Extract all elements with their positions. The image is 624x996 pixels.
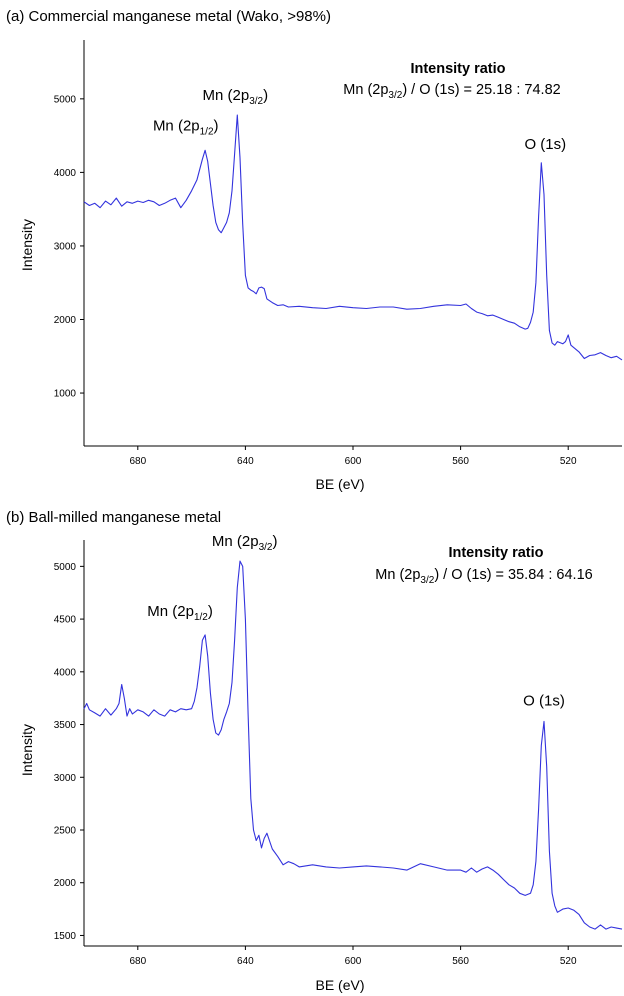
panel-a-x-tick-label: 520 — [560, 456, 577, 467]
panel-b-title: (b) Ball-milled manganese metal — [6, 509, 221, 526]
panel-b-y-tick-label: 1500 — [54, 931, 77, 942]
panel-b-x-tick-label: 520 — [560, 956, 577, 967]
panel-b-y-tick-label: 2500 — [54, 826, 77, 837]
panel-b-y-axis-label: Intensity — [19, 724, 35, 776]
panel-b-x-tick-label: 600 — [345, 956, 362, 967]
panel-a-peak-label: Mn (2p3/2) — [203, 87, 269, 107]
panel-a-x-tick-label: 560 — [452, 456, 469, 467]
panel-b-plot: 1500 2000 2500 3000 3500 4000 4500 5000 680 640 60… — [54, 533, 623, 967]
panel-a-x-tick-label: 600 — [345, 456, 362, 467]
panel-a-spectrum-line — [83, 114, 623, 361]
panel-a-y-tick-label: 2000 — [54, 315, 77, 326]
panel-b-x-axis-label: BE (eV) — [315, 977, 364, 993]
panel-a-y-tick-label: 3000 — [54, 241, 77, 252]
panel-a-peak-label: Mn (2p1/2) — [153, 117, 219, 137]
panel-a-title: (a) Commercial manganese metal (Wako, >9… — [6, 8, 331, 25]
panel-a-y-tick-label: 1000 — [54, 389, 77, 400]
panel-b: (b) Ball-milled manganese metal Intensit… — [6, 509, 623, 993]
panel-a-ratio-title: Intensity ratio — [410, 61, 505, 77]
panel-a-x-tick-label: 680 — [129, 456, 146, 467]
panel-b-y-tick-label: 5000 — [54, 562, 77, 573]
panel-b-peak-label: O (1s) — [523, 692, 565, 709]
panel-a-x-axis-label: BE (eV) — [315, 476, 364, 492]
panel-a-x-tick-label: 640 — [237, 456, 254, 467]
panel-a: (a) Commercial manganese metal (Wako, >9… — [6, 8, 623, 492]
panel-b-peak-label: Mn (2p1/2) — [147, 603, 213, 623]
panel-b-y-tick-label: 2000 — [54, 878, 77, 889]
panel-b-ratio-title: Intensity ratio — [448, 545, 543, 561]
panel-a-ratio-text: Mn (2p3/2) / O (1s) = 25.18 : 74.82 — [343, 82, 560, 101]
panel-b-x-tick-label: 680 — [129, 956, 146, 967]
panel-b-spectrum-line — [83, 560, 623, 930]
panel-a-y-tick-label: 4000 — [54, 168, 77, 179]
panel-a-plot: 1000 2000 3000 4000 5000 680 640 600 560 520 Mn (2… — [54, 40, 623, 467]
panel-b-y-tick-label: 4000 — [54, 667, 77, 678]
panel-b-x-tick-label: 640 — [237, 956, 254, 967]
panel-b-y-tick-label: 3500 — [54, 720, 77, 731]
panel-a-y-axis-label: Intensity — [19, 219, 35, 271]
panel-b-peak-label: Mn (2p3/2) — [212, 533, 278, 553]
panel-a-y-tick-label: 5000 — [54, 94, 77, 105]
panel-b-ratio-text: Mn (2p3/2) / O (1s) = 35.84 : 64.16 — [375, 567, 592, 586]
panel-a-peak-label: O (1s) — [524, 136, 566, 153]
panel-b-y-tick-label: 3000 — [54, 773, 77, 784]
panel-b-y-tick-label: 4500 — [54, 615, 77, 626]
panel-b-x-tick-label: 560 — [452, 956, 469, 967]
